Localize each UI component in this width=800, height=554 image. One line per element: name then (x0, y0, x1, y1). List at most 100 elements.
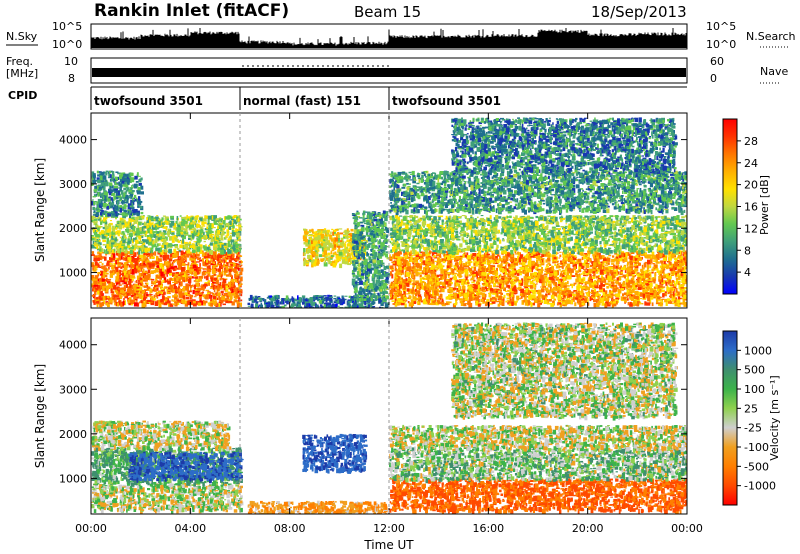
power-map-cell (156, 265, 160, 268)
power-map-cell (163, 302, 168, 306)
power-map-cell (370, 223, 373, 226)
power-map-cell (192, 252, 195, 257)
power-map-cell (136, 286, 140, 289)
power-map-cell (206, 258, 208, 263)
power-map-cell (222, 252, 224, 257)
power-map-cell (128, 172, 132, 178)
power-map-cell (155, 277, 158, 282)
power-map-cell (223, 220, 226, 222)
power-map-cell (104, 224, 108, 229)
power-map-cell (311, 263, 314, 268)
power-map-cell (93, 221, 98, 226)
power-map-cell (131, 200, 136, 203)
power-map-cell (117, 205, 122, 207)
power-map-cell (209, 233, 212, 238)
power-map-cell (352, 246, 355, 251)
power-map-cell (251, 300, 255, 303)
power-map-cell (215, 300, 217, 302)
power-map-cell (109, 196, 112, 198)
power-map-cell (202, 231, 205, 237)
power-map-cell (185, 231, 189, 236)
power-map-cell (219, 224, 222, 228)
power-map-cell (140, 221, 143, 224)
power-map-cell (188, 253, 193, 256)
power-map-cell (100, 198, 104, 201)
power-map-cell (192, 264, 197, 269)
power-map-cell (114, 269, 117, 274)
power-map-cell (196, 247, 201, 252)
power-map-cell (307, 231, 312, 233)
power-map-cell (137, 283, 140, 287)
power-map-cell (199, 298, 202, 302)
power-map-cell (161, 244, 165, 249)
power-map-cell (187, 276, 192, 279)
power-map-cell (119, 213, 123, 215)
power-map-cell (115, 182, 119, 184)
power-map-cell (346, 257, 349, 259)
power-map-cell (256, 296, 259, 299)
power-map-cell (109, 178, 112, 182)
power-map-cell (156, 233, 159, 236)
power-map-cell (156, 227, 159, 230)
power-map-cell (223, 263, 226, 267)
power-map-cell (217, 240, 221, 242)
power-map-cell (150, 218, 154, 220)
power-map-cell (135, 290, 140, 292)
power-map-cell (323, 304, 326, 308)
power-map-cell (144, 257, 149, 262)
power-map-cell (95, 224, 99, 228)
power-map-cell (292, 297, 295, 302)
power-map-cell (109, 297, 111, 302)
power-map-cell (202, 286, 205, 291)
power-map-cell (160, 299, 163, 303)
power-map-cell (237, 268, 241, 271)
power-map-cell (99, 212, 102, 216)
power-map-cell (239, 282, 242, 286)
power-map-cell (335, 303, 338, 307)
power-map-cell (215, 233, 220, 236)
power-map-cell (320, 306, 325, 308)
power-map-cell (111, 231, 113, 236)
power-map-cell (233, 295, 236, 297)
power-map-cell (200, 246, 203, 250)
power-map-cell (171, 272, 174, 276)
power-map-cell (230, 246, 234, 251)
power-map-cell (142, 239, 144, 243)
power-map-cell (129, 253, 133, 256)
power-map-cell (384, 297, 387, 302)
power-map-cell (142, 231, 146, 234)
power-map-cell (104, 221, 108, 226)
power-map-cell (161, 217, 164, 221)
power-map-cell (372, 306, 376, 308)
power-map-cell (337, 305, 340, 307)
power-map-cell (209, 230, 213, 233)
power-map-cell (220, 271, 223, 277)
power-map-cell (128, 218, 132, 222)
power-map-cell (228, 299, 232, 304)
power-map-cell (226, 296, 230, 300)
power-map-cell (196, 253, 200, 257)
power-map-cell (99, 194, 102, 196)
power-map-cell (225, 252, 228, 256)
power-map-cell (98, 291, 102, 297)
power-map-cell (114, 242, 117, 245)
power-map-cell (140, 290, 142, 294)
power-map-cell (91, 294, 95, 297)
power-map-cell (171, 232, 175, 235)
power-map-cell (191, 249, 196, 253)
power-map-cell (366, 253, 370, 256)
power-map-cell (97, 215, 100, 220)
power-map-cell (138, 214, 140, 216)
power-map-cell (134, 226, 137, 229)
power-map-cell (211, 215, 214, 220)
power-map-cell (101, 276, 104, 280)
power-map-cell (186, 253, 190, 258)
power-map-cell (105, 253, 107, 256)
power-map-cell (119, 236, 122, 239)
power-map-cell (374, 295, 378, 301)
power-map-cell (278, 306, 282, 308)
power-map-cell (317, 229, 321, 231)
power-map-cell (237, 276, 240, 279)
power-map-cell (338, 297, 341, 299)
power-map-cell (336, 257, 340, 261)
